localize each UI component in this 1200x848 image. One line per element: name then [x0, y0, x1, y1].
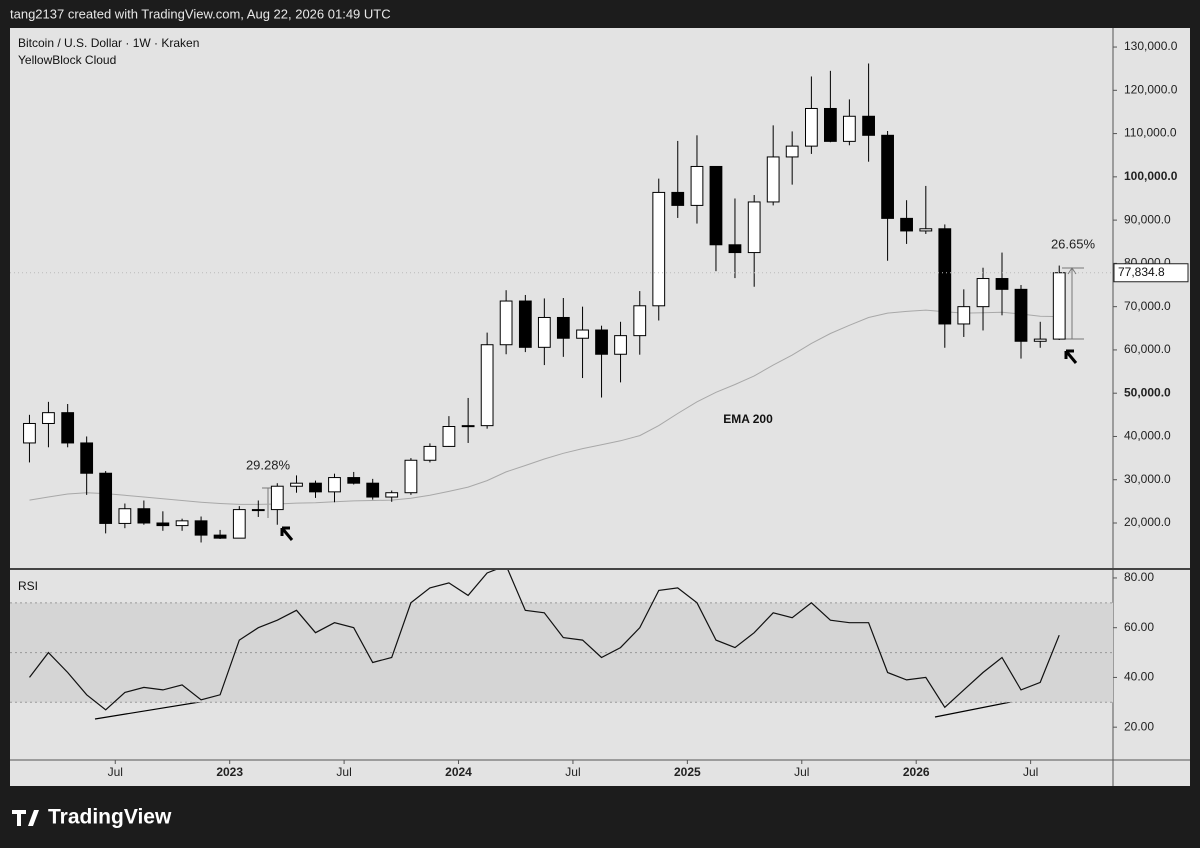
x-tick-label: 2023 — [216, 765, 243, 779]
y-tick-label: 110,000.0 — [1124, 126, 1177, 140]
y-tick-label: 70,000.0 — [1124, 299, 1171, 313]
candle-body — [900, 217, 913, 232]
candle-body — [862, 115, 875, 136]
y-tick-label: 50,000.0 — [1124, 385, 1171, 399]
candle-body — [671, 191, 685, 206]
y-tick-label: 20.00 — [1124, 719, 1154, 733]
candle-body — [690, 165, 704, 206]
candle-body — [595, 329, 608, 355]
price-label: 77,834.8 — [1118, 265, 1165, 279]
ema-line — [29, 309, 1060, 505]
y-tick-label: 60,000.0 — [1124, 342, 1171, 356]
y-tick-label: 120,000.0 — [1124, 82, 1178, 96]
candle-body — [309, 482, 322, 493]
candle-body — [423, 445, 437, 461]
ema-label: EMA 200 — [723, 412, 773, 426]
candle-body — [633, 305, 647, 337]
indicator-name: YellowBlock Cloud — [18, 53, 116, 67]
candle-body — [976, 278, 990, 308]
candle-body — [404, 459, 418, 494]
measure-right — [1062, 267, 1084, 340]
candle-body — [957, 306, 971, 325]
x-tick-label: 2024 — [445, 765, 472, 779]
footer-logo: TradingView — [12, 806, 172, 829]
candle-body — [709, 165, 723, 246]
price-label-box — [1113, 263, 1189, 283]
candle-body — [251, 509, 265, 512]
candle-body — [194, 520, 208, 536]
x-tick-label: Jul — [794, 765, 809, 779]
rsi-pane — [29, 570, 1060, 711]
candle-body — [385, 492, 399, 498]
candle-body — [99, 472, 113, 524]
candle-body — [42, 412, 55, 424]
arrow — [280, 526, 294, 541]
candle-body — [785, 145, 799, 158]
candle-body — [728, 244, 742, 254]
y-tick-label: 100,000.0 — [1124, 169, 1178, 183]
candle-body — [328, 477, 341, 493]
candle-body — [1052, 272, 1066, 340]
annotation: 26.65% — [1051, 236, 1096, 251]
y-tick-label: 90,000.0 — [1124, 212, 1171, 226]
candle-body — [270, 485, 284, 511]
candle-body — [23, 422, 36, 444]
candle-body — [366, 482, 380, 498]
candle-body — [156, 522, 170, 527]
y-tick-label: 40.00 — [1124, 670, 1154, 684]
x-tick-label: Jul — [336, 765, 351, 779]
candle-body — [118, 508, 132, 524]
header-text: tang2137 created with TradingView.com, A… — [10, 6, 391, 21]
candle-body — [175, 520, 189, 527]
y-tick-label: 40,000.0 — [1124, 429, 1171, 443]
x-tick-label: Jul — [1023, 765, 1038, 779]
rsi-title: RSI — [18, 579, 38, 593]
candle-body — [766, 156, 780, 203]
candle-body — [137, 508, 151, 524]
y-tick-label: 20,000.0 — [1124, 515, 1171, 529]
footer-logo-text: TradingView — [48, 806, 172, 829]
candle-body — [499, 300, 513, 346]
candle-body — [290, 482, 303, 487]
candle-body — [61, 412, 75, 444]
arrow — [1064, 349, 1078, 364]
y-tick-label: 30,000.0 — [1124, 472, 1171, 486]
x-tick-label: 2026 — [903, 765, 930, 779]
candle-body — [213, 534, 227, 539]
candle-body — [938, 228, 952, 325]
candle-body — [576, 329, 589, 339]
y-tick-label: 130,000.0 — [1124, 39, 1178, 53]
y-tick-label: 80.00 — [1124, 570, 1154, 584]
candle-body — [995, 278, 1009, 290]
candle-body — [1033, 338, 1047, 342]
symbol-title: Bitcoin / U.S. Dollar · 1W · Kraken — [18, 36, 199, 50]
candle-body — [881, 134, 894, 219]
candle-body — [556, 316, 570, 339]
candle-body — [747, 201, 761, 254]
candle-body — [347, 477, 361, 484]
candle-body — [614, 335, 627, 355]
candle-body — [442, 426, 456, 447]
candle-body — [461, 425, 475, 428]
candle-body — [842, 115, 856, 142]
candle-body — [518, 300, 532, 348]
candle-body — [823, 107, 837, 142]
y-tick-label: 60.00 — [1124, 620, 1154, 634]
annotation: 29.28% — [246, 457, 291, 472]
candle-body — [80, 442, 94, 474]
rsi-line — [29, 570, 1060, 711]
x-tick-label: 2025 — [674, 765, 701, 779]
x-tick-label: Jul — [565, 765, 580, 779]
candle-body — [1014, 288, 1028, 342]
candle-body — [537, 316, 551, 348]
price-pane — [23, 63, 1066, 543]
x-tick-label: Jul — [108, 765, 123, 779]
candle-body — [232, 509, 246, 539]
candle-body — [805, 107, 818, 147]
candle-body — [480, 344, 494, 427]
candle-body — [919, 228, 933, 232]
candle-body — [652, 191, 666, 307]
